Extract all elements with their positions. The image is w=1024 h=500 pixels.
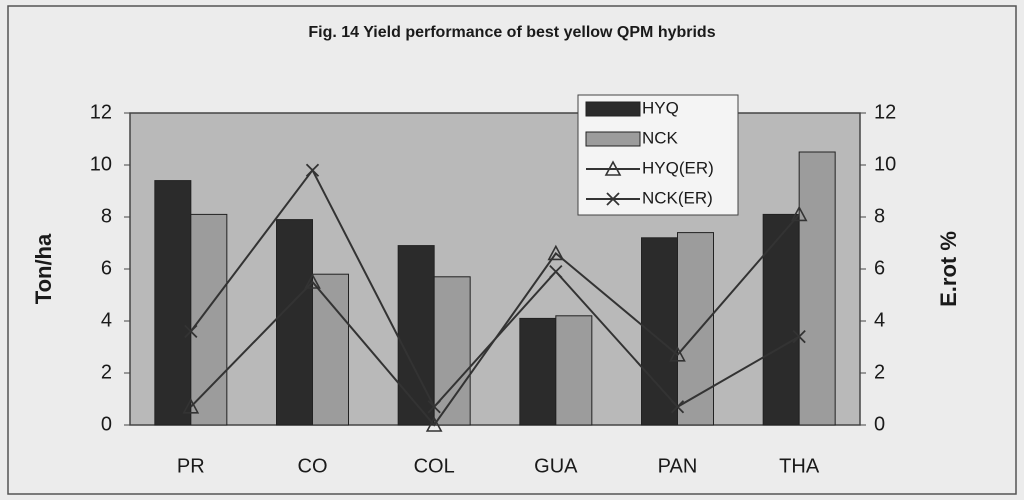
marker: [305, 163, 320, 177]
y2-axis-label: E.rot %: [936, 231, 961, 307]
legend-label: HYQ: [642, 98, 679, 117]
bar: [190, 213, 228, 426]
line: [190, 168, 800, 409]
legend-marker: [604, 160, 622, 176]
bar: [555, 315, 593, 426]
y-tick-label: 12: [90, 101, 112, 123]
marker: [427, 400, 441, 414]
y2-tick-label: 6: [874, 257, 885, 279]
x-tick-label: PAN: [658, 455, 698, 477]
y-axis-label: Ton/ha: [31, 233, 56, 304]
marker: [304, 273, 321, 289]
x-tick-label: THA: [779, 455, 820, 477]
x-tick-label: PR: [177, 455, 205, 477]
bar: [798, 151, 836, 426]
bar: [762, 213, 800, 426]
y2-tick-label: 12: [874, 101, 896, 123]
bar: [677, 232, 714, 426]
y-tick-label: 10: [90, 153, 112, 175]
y-tick-label: 4: [101, 309, 112, 331]
y2-tick-label: 0: [874, 413, 885, 435]
y2-tick-label: 8: [874, 205, 885, 227]
bar: [641, 237, 678, 426]
marker: [669, 346, 686, 362]
y2-tick-label: 4: [874, 309, 885, 331]
y-tick-label: 2: [101, 361, 112, 383]
bar: [276, 219, 313, 426]
y2-tick-label: 10: [874, 153, 896, 175]
plot-area: [129, 112, 861, 426]
y-tick-label: 0: [101, 413, 112, 435]
bar: [433, 276, 471, 426]
bar: [519, 317, 557, 426]
legend-label: NCK(ER): [642, 188, 713, 207]
legend-swatch: [585, 131, 641, 147]
marker: [549, 264, 563, 279]
legend-label: HYQ(ER): [642, 158, 714, 177]
x-tick-label: COL: [414, 455, 455, 477]
legend-label: NCK: [642, 128, 679, 147]
marker: [547, 244, 565, 261]
legend-swatch: [585, 101, 641, 117]
marker: [792, 329, 806, 344]
marker: [670, 400, 685, 414]
y2-tick-label: 2: [874, 361, 885, 383]
marker: [790, 205, 808, 222]
marker: [184, 324, 198, 339]
chart-title: Fig. 14 Yield performance of best yellow…: [308, 24, 715, 41]
x-tick-label: GUA: [534, 455, 578, 477]
y-tick-label: 6: [101, 257, 112, 279]
bar: [312, 273, 349, 426]
legend-marker: [606, 192, 620, 206]
marker: [425, 416, 443, 432]
marker: [182, 398, 200, 414]
bar: [154, 180, 192, 426]
y-tick-label: 8: [101, 205, 112, 227]
x-tick-label: CO: [298, 455, 328, 477]
